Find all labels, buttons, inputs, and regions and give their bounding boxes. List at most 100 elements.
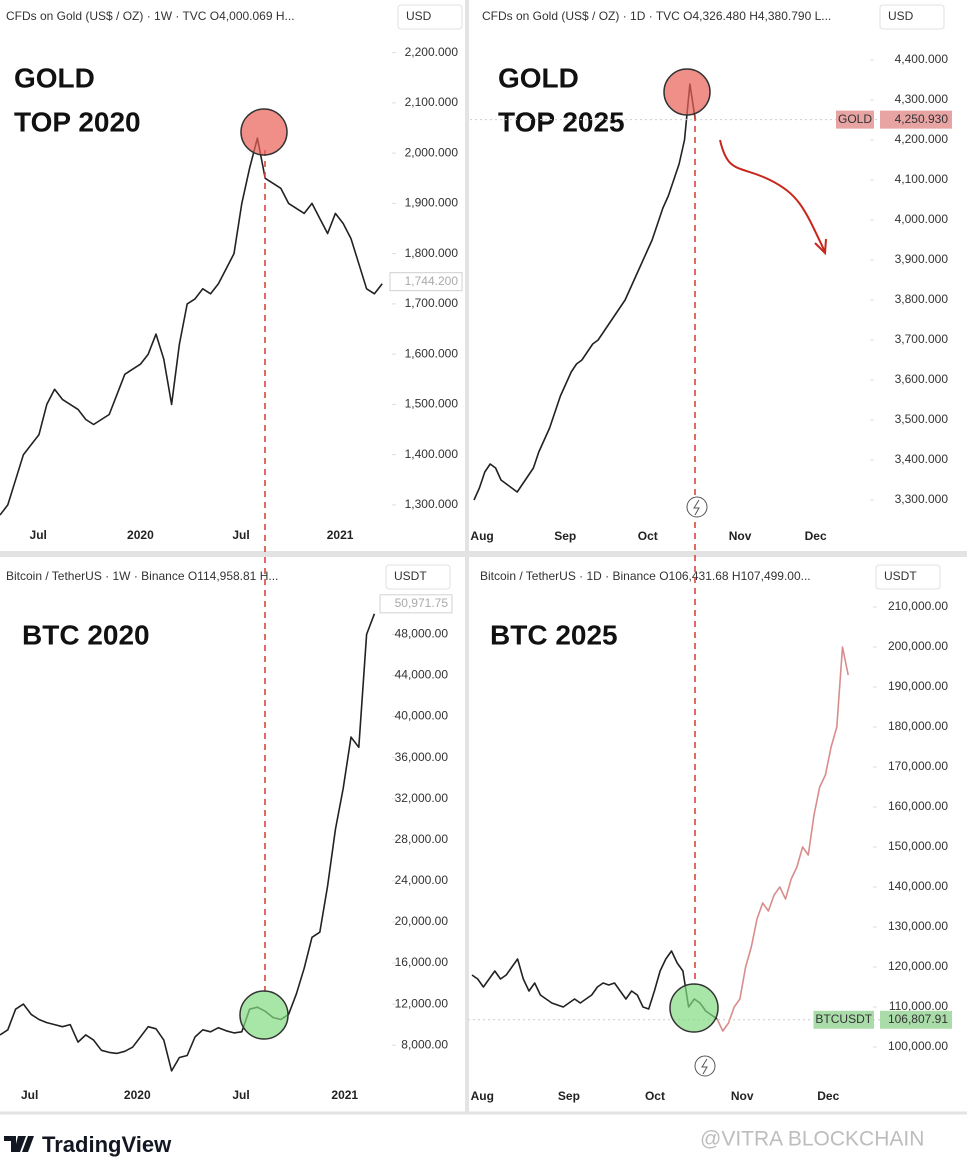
- x-tick-label: Oct: [638, 529, 658, 543]
- x-tick-label: 2021: [331, 1088, 358, 1102]
- last-price: 106,807.91: [888, 1012, 948, 1026]
- y-tick-label: 130,000.00: [888, 919, 948, 933]
- chart-annotation: GOLD: [14, 62, 95, 93]
- y-tick-label: 48,000.00: [395, 627, 449, 641]
- y-tick-label: 12,000.00: [395, 996, 449, 1010]
- charts: CFDs on Gold (US$ / OZ) · 1W · TVC O4,00…: [0, 4, 952, 1103]
- y-tick-label: 1,300.000: [405, 497, 459, 511]
- y-tick-label: 24,000.00: [395, 873, 449, 887]
- price-tag: BTCUSDT: [815, 1012, 872, 1026]
- currency: USD: [888, 9, 914, 23]
- y-tick-label: 1,400.000: [405, 447, 459, 461]
- y-tick-label: 110,000.00: [889, 999, 948, 1013]
- x-tick-label: Nov: [731, 1089, 754, 1103]
- y-tick-label: 3,800.000: [895, 292, 949, 306]
- price-tag: GOLD: [838, 112, 872, 126]
- y-tick-label: 1,600.000: [405, 346, 459, 360]
- watermark: @VITRA BLOCKCHAIN: [700, 1128, 924, 1151]
- last-price-box: [880, 110, 952, 129]
- price-line: [473, 83, 697, 501]
- chart-annotation: TOP 2025: [498, 106, 625, 137]
- y-tick-label: 20,000.00: [395, 914, 449, 928]
- y-tick-label: 120,000.00: [888, 959, 948, 973]
- y-tick-label: 150,000.00: [888, 839, 948, 853]
- y-tick-label: 3,400.000: [895, 452, 949, 466]
- x-tick-label: Aug: [470, 529, 493, 543]
- last-price-box: [379, 594, 453, 614]
- y-tick-label: 1,500.000: [405, 397, 459, 411]
- y-tick-label: 8,000.00: [401, 1037, 448, 1051]
- chart-header: CFDs on Gold (US$ / OZ) · 1D · TVC O4,32…: [482, 9, 831, 23]
- chart-annotation: BTC 2020: [22, 619, 150, 650]
- x-tick-label: Jul: [232, 528, 249, 542]
- y-tick-label: 1,900.000: [405, 196, 459, 210]
- y-tick-label: 140,000.00: [888, 879, 948, 893]
- y-tick-label: 190,000.00: [888, 679, 948, 693]
- last-price: 4,250.930: [895, 112, 949, 126]
- currency: USD: [406, 9, 432, 23]
- price-tag-box: [836, 110, 874, 129]
- chart-annotation: GOLD: [498, 62, 579, 93]
- y-tick-label: 16,000.00: [395, 955, 449, 969]
- x-tick-label: Jul: [21, 1088, 38, 1102]
- chart-header: Bitcoin / TetherUS · 1D · Binance O106,4…: [480, 569, 811, 583]
- y-tick-label: 180,000.00: [888, 719, 948, 733]
- chart-annotation: TOP 2020: [14, 106, 141, 137]
- currency-box: [385, 564, 451, 590]
- y-tick-label: 4,100.000: [895, 172, 949, 186]
- chart-annotation: BTC 2025: [490, 619, 618, 650]
- y-tick-label: 44,000.00: [395, 668, 449, 682]
- last-price: 50,971.75: [395, 596, 449, 610]
- y-tick-label: 40,000.00: [395, 709, 449, 723]
- bottom-marker: [239, 990, 289, 1040]
- y-tick-label: 3,500.000: [895, 412, 949, 426]
- y-tick-label: 210,000.00: [888, 599, 948, 613]
- x-tick-label: Aug: [471, 1089, 494, 1103]
- x-tick-label: Sep: [558, 1089, 580, 1103]
- y-tick-label: 170,000.00: [888, 759, 948, 773]
- y-tick-label: 100,000.00: [888, 1039, 948, 1053]
- bottom-marker: [669, 983, 719, 1033]
- price-tag-box: [813, 1010, 874, 1029]
- y-tick-label: 1,700.000: [405, 296, 459, 310]
- y-tick-label: 2,000.000: [405, 145, 459, 159]
- y-tick-label: 200,000.00: [888, 639, 948, 653]
- event-icon: [694, 1055, 716, 1077]
- y-tick-label: 3,300.000: [895, 492, 949, 506]
- currency: USDT: [394, 569, 427, 583]
- chart-header: Bitcoin / TetherUS · 1W · Binance O114,9…: [6, 569, 278, 583]
- chart-header: CFDs on Gold (US$ / OZ) · 1W · TVC O4,00…: [6, 9, 295, 23]
- x-tick-label: 2020: [127, 528, 154, 542]
- price-line: [716, 646, 849, 1032]
- y-tick-label: 160,000.00: [888, 799, 948, 813]
- last-price-box: [389, 272, 463, 292]
- x-tick-label: Dec: [805, 529, 827, 543]
- currency-box: [879, 4, 945, 30]
- y-tick-label: 4,300.000: [895, 92, 949, 106]
- currency: USDT: [884, 569, 917, 583]
- forecast-arrow-head: [814, 238, 827, 256]
- y-tick-label: 3,600.000: [895, 372, 949, 386]
- x-tick-label: Nov: [729, 529, 752, 543]
- last-price: 1,744.200: [405, 274, 459, 288]
- x-tick-label: Oct: [645, 1089, 665, 1103]
- y-tick-label: 2,200.000: [405, 45, 459, 59]
- price-line: [0, 613, 376, 1072]
- logo-icon: [4, 1136, 34, 1152]
- currency-box: [397, 4, 463, 30]
- x-tick-label: 2020: [124, 1088, 151, 1102]
- top-marker: [240, 108, 288, 156]
- x-tick-label: Jul: [232, 1088, 249, 1102]
- y-tick-label: 1,800.000: [405, 246, 459, 260]
- y-tick-label: 3,900.000: [895, 252, 949, 266]
- event-icon: [693, 499, 700, 516]
- y-tick-label: 4,200.000: [895, 132, 949, 146]
- event-icon: [701, 1058, 708, 1075]
- x-tick-label: 2021: [327, 528, 354, 542]
- currency-box: [875, 564, 941, 590]
- price-line: [471, 950, 718, 1020]
- y-tick-label: 36,000.00: [395, 750, 449, 764]
- y-tick-label: 28,000.00: [395, 832, 449, 846]
